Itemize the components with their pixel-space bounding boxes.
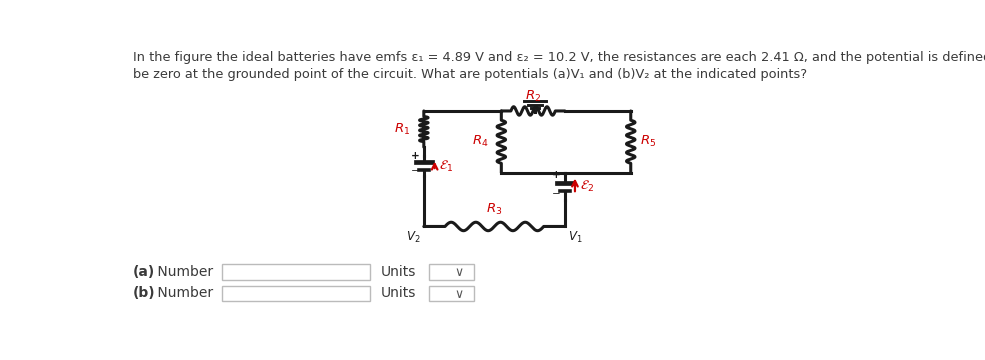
Text: $V_1$: $V_1$ [568,230,582,245]
FancyBboxPatch shape [429,264,474,280]
Text: $R_1$: $R_1$ [394,122,410,136]
Text: Units: Units [381,265,417,279]
Text: $R_3$: $R_3$ [487,202,502,217]
Text: $R_4$: $R_4$ [473,134,489,149]
Text: $\mathcal{E}_1$: $\mathcal{E}_1$ [439,158,454,174]
Text: +: + [411,152,420,161]
Text: −: − [411,166,420,176]
Text: Number: Number [153,265,213,279]
Text: ∨: ∨ [454,288,463,301]
Text: be zero at the grounded point of the circuit. What are potentials (a)V₁ and (b)V: be zero at the grounded point of the cir… [133,68,808,81]
Text: +: + [552,170,560,180]
Text: (b): (b) [132,287,155,301]
FancyBboxPatch shape [223,286,369,301]
Text: −: − [552,189,560,199]
FancyBboxPatch shape [223,264,369,280]
Text: (a): (a) [132,265,155,279]
FancyBboxPatch shape [429,286,474,301]
Text: Units: Units [381,287,417,301]
Text: $R_5$: $R_5$ [640,134,656,149]
Text: $V_2$: $V_2$ [406,230,421,245]
Text: Number: Number [153,287,213,301]
Text: In the figure the ideal batteries have emfs ε₁ = 4.89 V and ε₂ = 10.2 V, the res: In the figure the ideal batteries have e… [133,51,985,64]
Text: ∨: ∨ [454,266,463,279]
Text: $\mathcal{E}_2$: $\mathcal{E}_2$ [580,179,595,194]
Text: $R_2$: $R_2$ [525,89,541,104]
